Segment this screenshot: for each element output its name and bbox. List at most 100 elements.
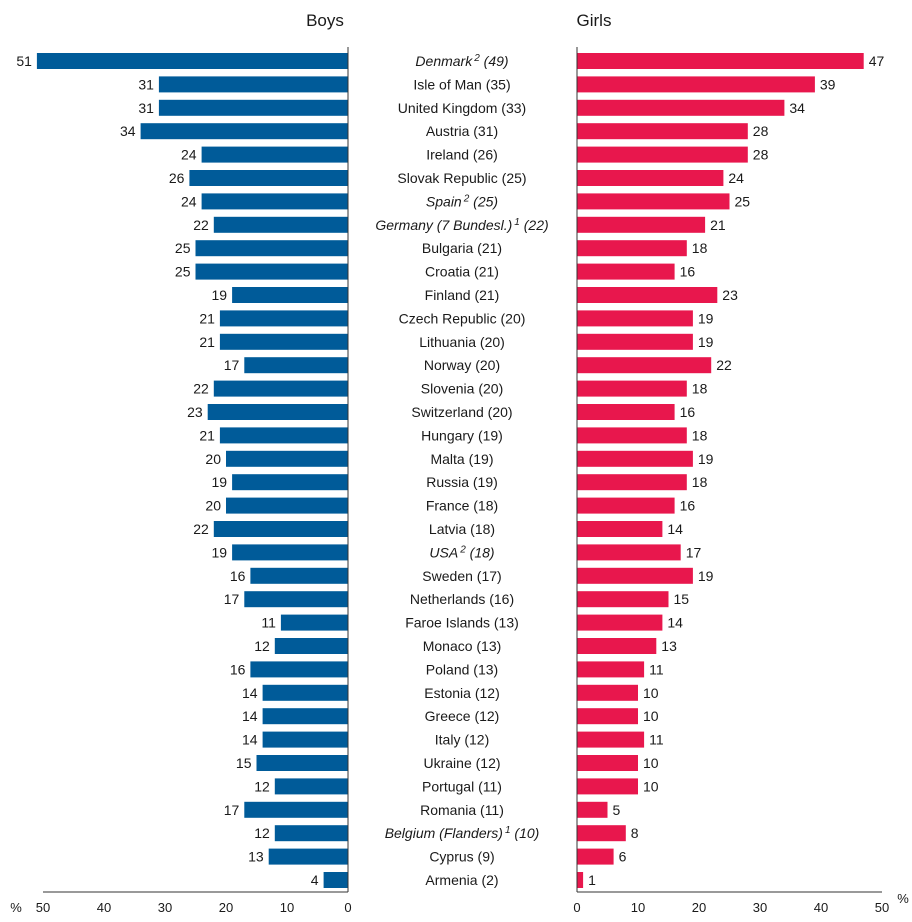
boys-bar <box>207 404 348 420</box>
boys-bar <box>195 263 348 280</box>
boys-value-label: 19 <box>212 474 228 490</box>
boys-value-label: 24 <box>181 147 197 163</box>
boys-bar <box>274 825 348 842</box>
country-label: Armenia (2) <box>425 872 498 888</box>
boys-value-label: 14 <box>242 732 258 748</box>
girls-value-label: 28 <box>753 123 769 139</box>
boys-bar <box>213 521 348 537</box>
boys-tick-label: 0 <box>344 900 351 915</box>
country-label: Malta (19) <box>430 451 493 467</box>
girls-value-label: 10 <box>643 685 659 701</box>
country-label: Portugal (11) <box>422 778 502 794</box>
girls-tick-label: 0 <box>573 900 580 915</box>
boys-bar <box>244 801 348 818</box>
boys-value-label: 22 <box>193 381 209 397</box>
girls-bar <box>577 567 693 584</box>
country-label: Denmark 2 (49) <box>415 53 508 69</box>
boys-bar <box>226 450 348 467</box>
girls-bar <box>577 123 748 140</box>
boys-value-label: 22 <box>193 521 209 537</box>
boys-bar <box>232 474 348 491</box>
boys-value-label: 14 <box>242 685 258 701</box>
girls-bar <box>577 708 638 725</box>
girls-bar <box>577 170 724 186</box>
boys-value-label: 12 <box>254 825 270 841</box>
boys-value-label: 20 <box>205 498 221 514</box>
boys-bar <box>213 380 348 397</box>
girls-bar <box>577 661 645 678</box>
boys-value-label: 21 <box>199 427 215 443</box>
country-label: Italy (12) <box>435 732 489 748</box>
boys-value-label: 25 <box>175 240 191 256</box>
girls-bar <box>577 474 687 491</box>
girls-bar <box>577 497 675 514</box>
boys-value-label: 17 <box>224 357 240 373</box>
girls-bar <box>577 357 712 374</box>
boys-bar <box>250 567 348 584</box>
boys-value-label: 12 <box>254 778 270 794</box>
boys-value-label: 11 <box>261 615 276 631</box>
girls-value-label: 14 <box>667 521 683 537</box>
boys-bar <box>219 427 348 444</box>
boys-tick-label: 20 <box>219 900 233 915</box>
girls-tick-label: 40 <box>814 900 828 915</box>
country-label: Russia (19) <box>426 474 498 490</box>
boys-tick-label: 30 <box>158 900 172 915</box>
girls-bar <box>577 310 693 327</box>
boys-bar <box>280 614 348 631</box>
boys-bar <box>213 216 348 233</box>
country-label: Cyprus (9) <box>429 849 494 865</box>
boys-bar <box>201 146 348 163</box>
boys-bar <box>250 661 348 678</box>
boys-value-label: 21 <box>199 310 215 326</box>
country-label: Ireland (26) <box>426 147 498 163</box>
country-label: Finland (21) <box>425 287 500 303</box>
country-label: Czech Republic (20) <box>399 310 526 326</box>
girls-value-label: 5 <box>613 802 621 818</box>
girls-bar <box>577 193 730 210</box>
boys-bar <box>256 755 348 771</box>
boys-value-label: 14 <box>242 708 258 724</box>
boys-bar <box>262 708 348 725</box>
country-label: Hungary (19) <box>421 427 503 443</box>
boys-value-label: 16 <box>230 661 246 677</box>
boys-bar <box>189 170 348 186</box>
boys-bar <box>158 76 348 93</box>
boys-bar <box>262 731 348 748</box>
boys-value-label: 31 <box>138 76 154 92</box>
girls-value-label: 18 <box>692 474 708 490</box>
boys-value-label: 17 <box>224 802 240 818</box>
girls-unit-label: % <box>897 891 909 906</box>
boys-bar <box>195 240 348 257</box>
girls-value-label: 10 <box>643 778 659 794</box>
girls-bar <box>577 614 663 631</box>
girls-bar <box>577 755 638 771</box>
boys-bar <box>140 123 348 140</box>
girls-bar <box>577 76 815 93</box>
boys-value-label: 24 <box>181 193 197 209</box>
country-label: Slovak Republic (25) <box>397 170 526 186</box>
axes-group: 0 0 10 10 20 20 30 30 40 40 50 50%% <box>10 47 909 915</box>
girls-tick-label: 20 <box>692 900 706 915</box>
girls-value-label: 19 <box>698 568 714 584</box>
country-label: Norway (20) <box>424 357 500 373</box>
boys-value-label: 25 <box>175 264 191 280</box>
girls-bar <box>577 450 693 467</box>
boys-value-label: 19 <box>212 544 228 560</box>
girls-panel-title: Girls <box>577 11 612 30</box>
boys-value-label: 34 <box>120 123 136 139</box>
girls-tick-label: 50 <box>875 900 889 915</box>
girls-value-label: 18 <box>692 240 708 256</box>
girls-bar <box>577 731 645 748</box>
girls-bar <box>577 638 657 654</box>
girls-bar <box>577 427 687 444</box>
boys-tick-label: 10 <box>280 900 294 915</box>
girls-value-label: 18 <box>692 427 708 443</box>
girls-value-label: 10 <box>643 755 659 771</box>
girls-bar <box>577 872 584 888</box>
girls-bar <box>577 521 663 537</box>
boys-value-label: 4 <box>311 872 319 888</box>
girls-bar <box>577 146 748 163</box>
girls-bar <box>577 544 681 561</box>
